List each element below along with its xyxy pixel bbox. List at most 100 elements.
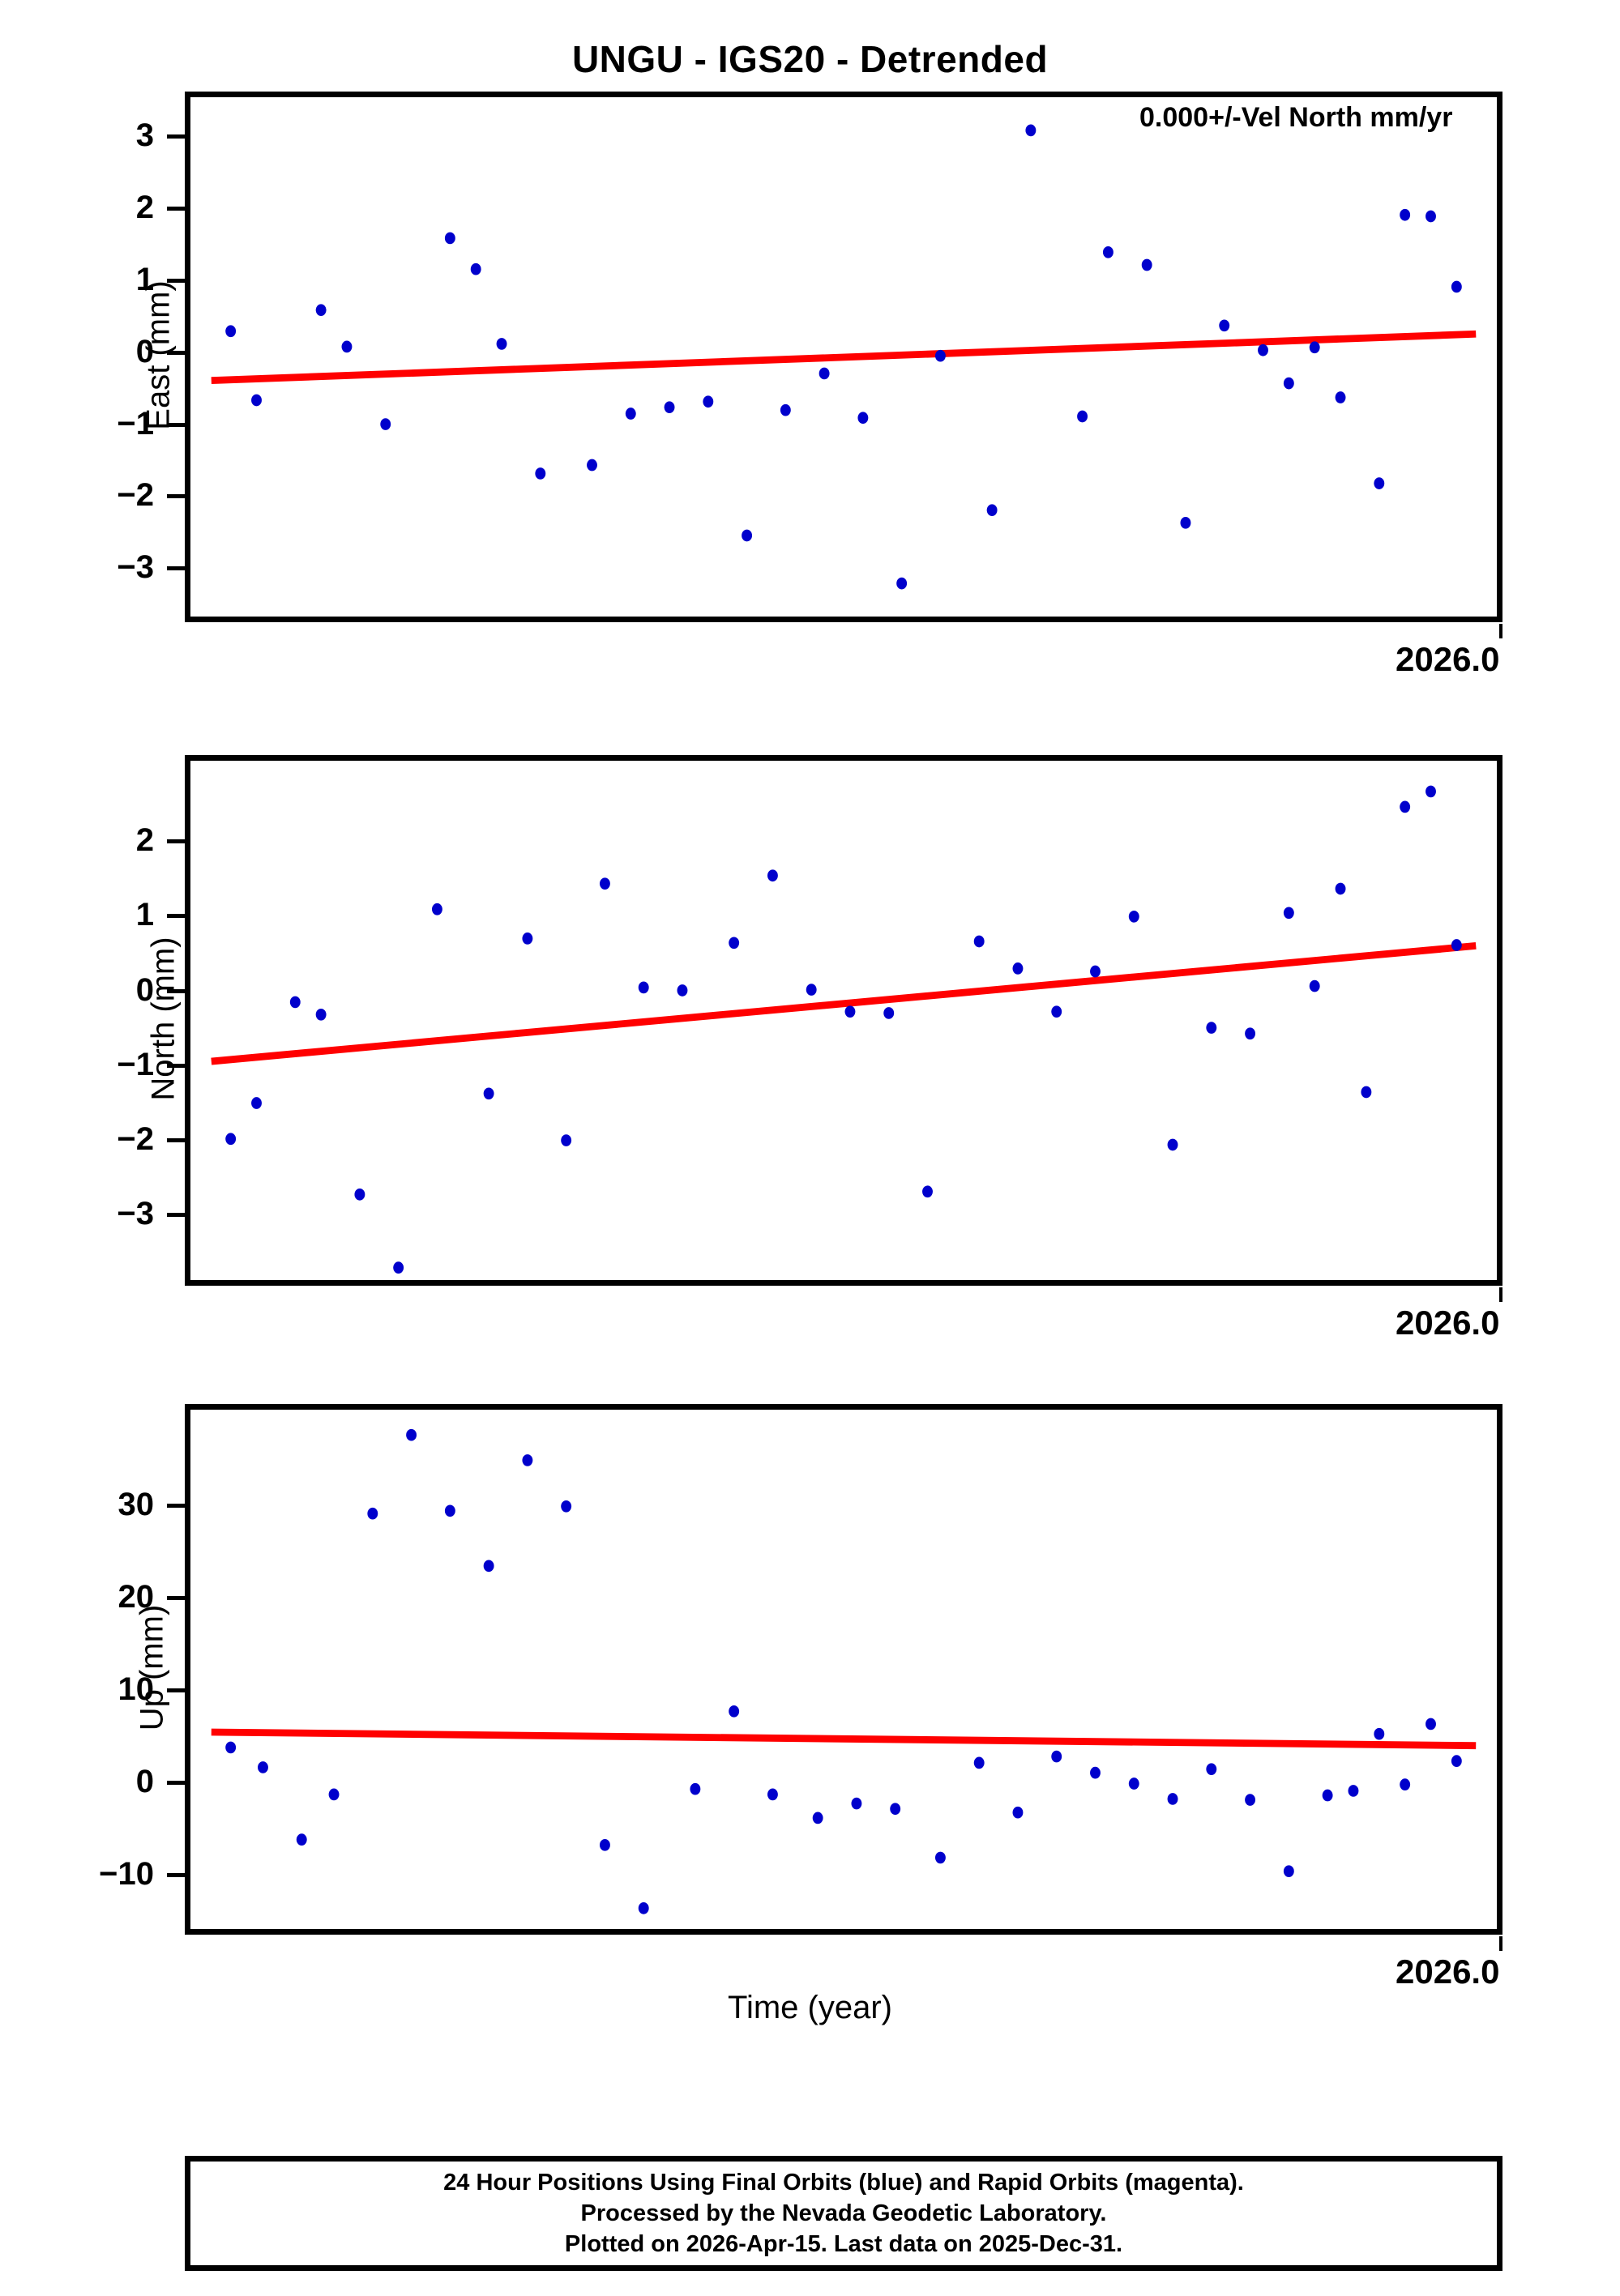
data-point: [535, 467, 546, 480]
data-point: [1077, 410, 1088, 423]
data-point: [258, 1761, 268, 1773]
data-point: [225, 1741, 237, 1754]
data-point: [1128, 910, 1139, 923]
data-point: [690, 1782, 701, 1795]
y-axis-label-east: East (mm): [140, 280, 177, 430]
data-point: [1025, 124, 1037, 137]
data-point: [444, 1504, 455, 1517]
x-axis-tick: [1499, 1287, 1502, 1302]
scatter-plot-east: [211, 124, 1477, 590]
data-point: [638, 1902, 649, 1914]
data-point: [934, 1851, 946, 1864]
data-point: [1167, 1793, 1178, 1805]
data-point: [328, 1788, 340, 1801]
data-point: [851, 1797, 862, 1810]
data-point: [406, 1428, 417, 1441]
y-axis-tick-label: −3: [117, 549, 154, 586]
y-axis-tick-label: 10: [118, 1671, 155, 1708]
data-point: [1051, 1005, 1062, 1018]
data-point: [444, 232, 455, 245]
data-point: [1451, 280, 1462, 293]
data-point: [522, 932, 533, 945]
x-axis-tick: [1499, 1936, 1502, 1951]
caption-line-1: 24 Hour Positions Using Final Orbits (bl…: [443, 2169, 1244, 2196]
data-point: [431, 903, 442, 915]
caption-line-2: Processed by the Nevada Geodetic Laborat…: [580, 2200, 1107, 2226]
y-axis-tick: [167, 494, 185, 499]
y-axis-label-north: North (mm): [145, 936, 182, 1101]
data-point: [1426, 1718, 1436, 1731]
data-point: [1245, 1027, 1256, 1040]
data-point: [1012, 1806, 1024, 1819]
data-point: [1141, 258, 1152, 271]
y-axis-tick-label: −2: [117, 1121, 154, 1158]
y-axis-tick: [167, 1596, 185, 1601]
y-axis-tick: [167, 206, 185, 211]
y-axis-tick-label: 1: [135, 897, 154, 933]
data-point: [857, 412, 869, 425]
data-point: [367, 1507, 378, 1520]
data-point: [677, 984, 688, 996]
data-point: [341, 340, 353, 353]
y-axis-tick: [167, 839, 185, 844]
data-point: [1335, 882, 1346, 895]
page-title: UNGU - IGS20 - Detrended: [571, 38, 1049, 80]
y-axis-tick-label: −3: [117, 1196, 154, 1232]
data-point: [1400, 800, 1411, 813]
y-axis-tick: [167, 278, 185, 283]
data-point: [1400, 208, 1411, 221]
data-point: [742, 529, 753, 542]
x-axis-end-label: 2026.0: [1396, 640, 1500, 678]
x-axis-tick: [1499, 624, 1502, 638]
data-point: [483, 1560, 494, 1573]
plot-area-up: [190, 1410, 1497, 1929]
data-point: [1335, 391, 1346, 403]
data-point: [729, 1705, 740, 1718]
data-point: [393, 1261, 404, 1274]
y-axis-tick-label: 30: [118, 1487, 155, 1523]
data-point: [1374, 1727, 1385, 1740]
data-point: [1426, 210, 1436, 223]
y-axis-label-up: Up (mm): [134, 1604, 170, 1731]
data-point: [251, 1097, 262, 1109]
data-point: [1283, 1865, 1294, 1877]
data-point: [1180, 516, 1191, 529]
y-axis-tick-label: −10: [99, 1855, 154, 1892]
data-point: [1322, 1789, 1333, 1802]
data-point: [1361, 1086, 1372, 1099]
data-point: [296, 1833, 307, 1846]
data-point: [922, 1185, 933, 1198]
data-point: [599, 1838, 610, 1851]
data-point: [1426, 785, 1436, 798]
data-point: [934, 349, 946, 362]
data-point: [380, 418, 391, 430]
data-point: [1090, 1766, 1101, 1779]
data-point: [819, 367, 830, 380]
data-point: [703, 395, 714, 408]
y-axis-tick: [167, 1138, 185, 1143]
y-axis-tick-label: 0: [135, 1764, 154, 1800]
data-point: [1090, 965, 1101, 978]
y-axis-tick: [167, 134, 185, 139]
plot-area-north: [190, 761, 1497, 1280]
data-point: [225, 325, 237, 338]
data-point: [729, 937, 740, 950]
data-point: [890, 1803, 901, 1816]
data-point: [315, 304, 327, 317]
data-point: [483, 1087, 494, 1100]
data-point: [1167, 1138, 1178, 1151]
data-point: [1245, 1794, 1256, 1806]
data-point: [1309, 979, 1320, 992]
scatter-plot-north: [211, 785, 1477, 1274]
data-point: [1348, 1785, 1359, 1797]
data-point: [986, 504, 998, 517]
data-point: [587, 459, 597, 472]
data-point: [1374, 477, 1385, 489]
y-axis-tick: [167, 914, 185, 919]
y-axis-tick: [167, 1063, 185, 1068]
data-point: [561, 1500, 572, 1513]
data-point: [1051, 1750, 1062, 1763]
y-axis-tick-label: −2: [117, 477, 154, 514]
y-axis-tick-label: 0: [135, 333, 154, 369]
